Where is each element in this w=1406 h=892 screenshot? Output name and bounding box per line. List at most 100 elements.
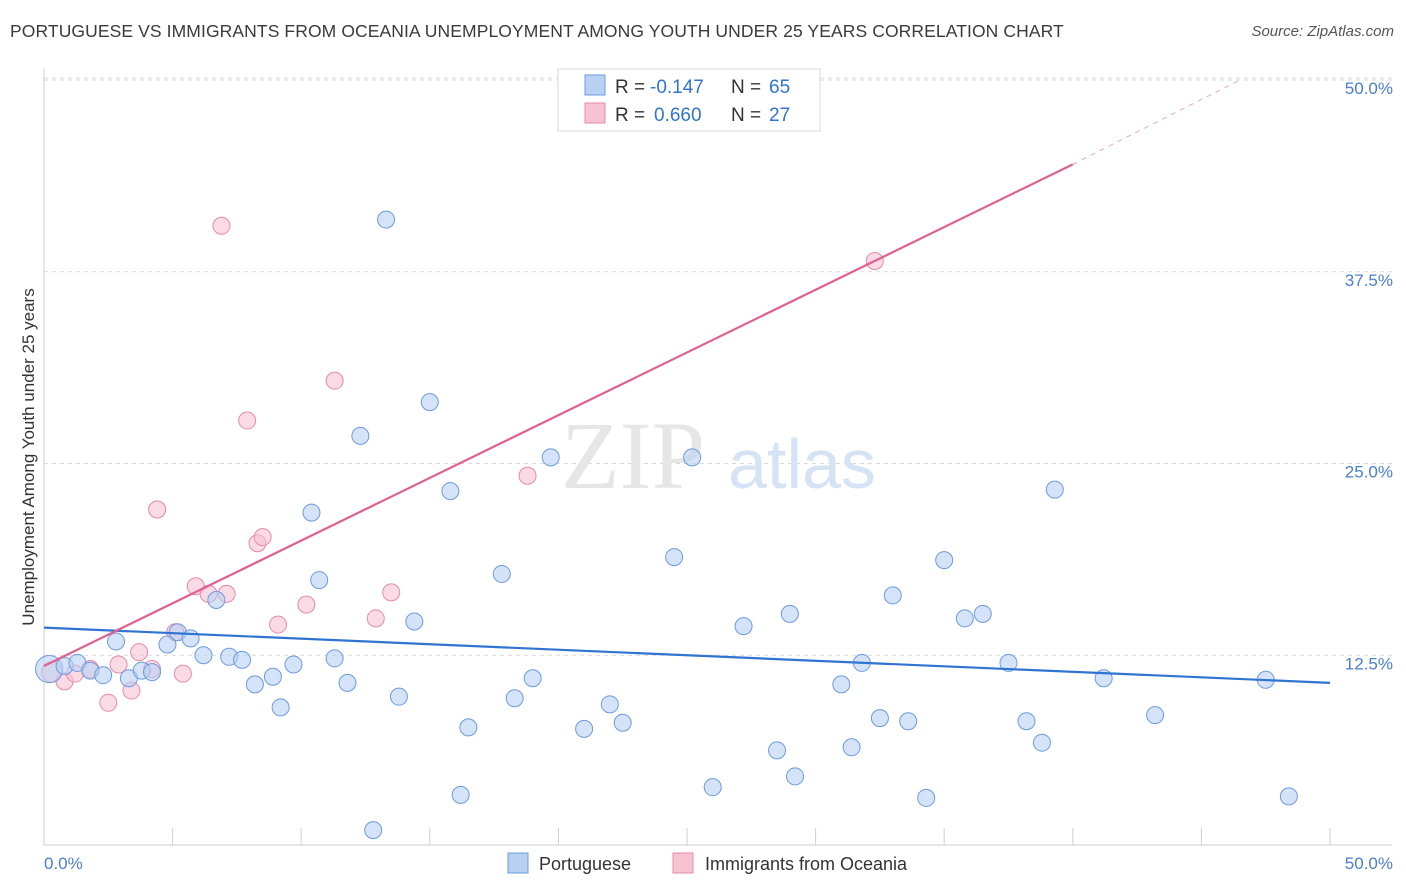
watermark-atlas: atlas xyxy=(728,425,876,503)
data-point xyxy=(405,612,424,631)
y-tick-label: 12.5% xyxy=(1345,654,1393,673)
data-point xyxy=(173,664,192,683)
data-point xyxy=(364,821,383,840)
data-point xyxy=(99,693,118,712)
data-point xyxy=(451,785,470,804)
data-point xyxy=(263,667,282,686)
legend-r-value-2: 0.660 xyxy=(654,105,702,126)
bottom-legend: Portuguese Immigrants from Oceania xyxy=(507,852,908,874)
data-point xyxy=(1045,480,1064,499)
data-point xyxy=(94,666,113,685)
data-point xyxy=(181,629,200,648)
data-point xyxy=(703,778,722,797)
trend-line-oceania xyxy=(43,163,1074,667)
data-point xyxy=(325,371,344,390)
data-point xyxy=(1146,706,1165,725)
data-point xyxy=(786,767,805,786)
data-point xyxy=(459,718,478,737)
data-point xyxy=(302,503,321,522)
data-point xyxy=(238,411,257,430)
data-point xyxy=(420,393,439,412)
data-point xyxy=(233,650,252,669)
data-point xyxy=(338,673,357,692)
data-point xyxy=(999,653,1018,672)
data-point xyxy=(325,649,344,668)
legend-n-label-1: N = xyxy=(731,77,761,98)
data-point xyxy=(269,615,288,634)
y-tick-label: 50.0% xyxy=(1345,79,1393,98)
legend-swatch-portuguese xyxy=(584,74,606,96)
data-point xyxy=(389,687,408,706)
data-point xyxy=(194,646,213,665)
data-point xyxy=(665,548,684,567)
data-point xyxy=(955,609,974,628)
data-point xyxy=(1279,787,1298,806)
data-point xyxy=(492,564,511,583)
legend-n-value-1: 65 xyxy=(769,77,790,98)
trend-lines xyxy=(43,79,1331,684)
legend-n-value-2: 27 xyxy=(769,105,790,126)
data-point xyxy=(523,669,542,688)
data-point xyxy=(148,500,167,519)
source-label: Source: ZipAtlas.com xyxy=(1251,23,1394,40)
data-point xyxy=(351,426,370,445)
data-point xyxy=(575,719,594,738)
data-point xyxy=(541,448,560,467)
data-point xyxy=(842,738,861,757)
data-point xyxy=(899,712,918,731)
data-point xyxy=(600,695,619,714)
y-axis-label: Unemployment Among Youth under 25 years xyxy=(19,288,38,625)
legend-swatch-oceania xyxy=(584,102,606,124)
data-point xyxy=(613,713,632,732)
bottom-legend-swatch-oceania xyxy=(672,852,694,874)
y-tick-labels: 12.5% 25.0% 37.5% 50.0% xyxy=(1345,79,1393,673)
y-tick-label: 25.0% xyxy=(1345,463,1393,482)
data-point xyxy=(441,482,460,501)
data-point xyxy=(683,448,702,467)
data-point xyxy=(109,655,128,674)
trend-line-portuguese xyxy=(43,626,1331,684)
legend-r-label-2: R = xyxy=(615,105,645,126)
data-point xyxy=(366,609,385,628)
data-point xyxy=(883,586,902,605)
data-point xyxy=(780,604,799,623)
legend-n-label-2: N = xyxy=(731,105,761,126)
x-tick-label-max: 50.0% xyxy=(1345,854,1393,873)
data-point xyxy=(107,632,126,651)
chart-title: PORTUGUESE VS IMMIGRANTS FROM OCEANIA UN… xyxy=(10,21,1064,41)
data-point xyxy=(973,604,992,623)
legend-r-value-1: -0.147 xyxy=(650,77,704,98)
data-point xyxy=(734,617,753,636)
data-point xyxy=(935,551,954,570)
data-point xyxy=(768,741,787,760)
data-point xyxy=(310,571,329,590)
data-point xyxy=(832,675,851,694)
series-portuguese xyxy=(35,210,1298,840)
data-point xyxy=(158,635,177,654)
legend-r-label-1: R = xyxy=(615,77,645,98)
data-point xyxy=(271,698,290,717)
bottom-legend-swatch-portuguese xyxy=(507,852,529,874)
bottom-legend-label-portuguese: Portuguese xyxy=(539,854,631,874)
data-point xyxy=(297,595,316,614)
data-point xyxy=(1032,733,1051,752)
x-tick-label-min: 0.0% xyxy=(44,854,83,873)
data-point xyxy=(253,528,272,547)
data-point xyxy=(130,643,149,662)
data-point xyxy=(917,788,936,807)
watermark-zip: ZIP xyxy=(561,402,705,509)
trend-line-oceania-extension xyxy=(1072,79,1241,165)
data-point xyxy=(284,655,303,674)
data-point xyxy=(245,675,264,694)
data-point xyxy=(1017,712,1036,731)
data-point xyxy=(212,216,231,235)
data-point xyxy=(143,663,162,682)
data-point xyxy=(377,210,396,229)
y-tick-label: 37.5% xyxy=(1345,271,1393,290)
data-point xyxy=(207,591,226,610)
data-point xyxy=(505,689,524,708)
bottom-legend-label-oceania: Immigrants from Oceania xyxy=(705,854,908,874)
x-axis-ticks xyxy=(172,828,1331,845)
data-point xyxy=(382,583,401,602)
